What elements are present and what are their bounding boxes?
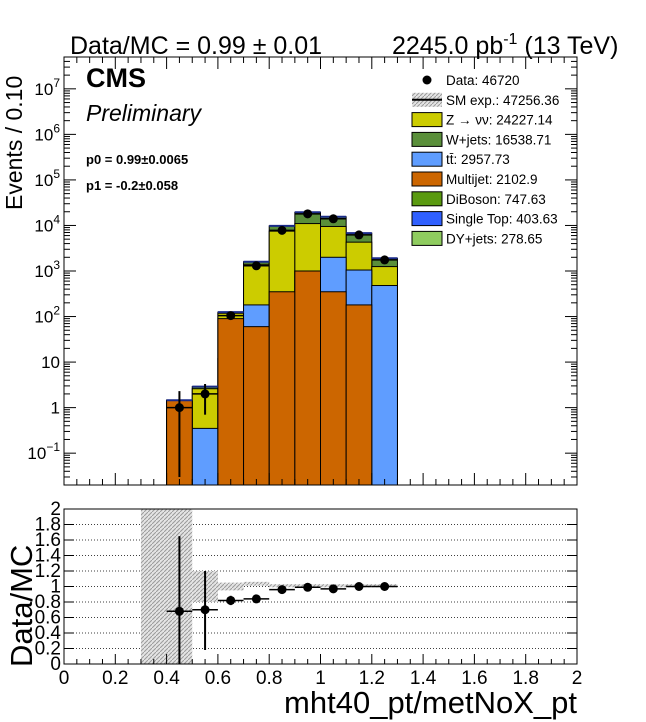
y-tick-label: 106 bbox=[34, 121, 60, 144]
ratio-point bbox=[328, 584, 338, 594]
data-point bbox=[380, 255, 390, 265]
legend-label-data: Data: 46720 bbox=[446, 73, 520, 88]
lumi-energy: (13 TeV) bbox=[517, 32, 618, 60]
bar-multijet bbox=[268, 291, 296, 486]
data-mc-ratio-header: Data/MC = 0.99 ± 0.01 bbox=[70, 32, 322, 60]
ratio-point bbox=[200, 605, 210, 615]
x-tick-label: 1.6 bbox=[461, 668, 487, 689]
x-tick-label: 2 bbox=[572, 668, 583, 689]
data-point bbox=[328, 214, 338, 224]
ratio-y-tick-label: 0.2 bbox=[35, 639, 61, 660]
data-point bbox=[277, 225, 287, 235]
x-tick-label: 1 bbox=[315, 668, 326, 689]
ratio-point bbox=[354, 582, 364, 591]
x-tick-label: 1.8 bbox=[512, 668, 538, 689]
ratio-y-tick-label: 1.4 bbox=[35, 546, 62, 567]
y-tick-label: 104 bbox=[34, 212, 60, 235]
bar-ttbar bbox=[371, 285, 398, 486]
x-tick-label: 1.2 bbox=[359, 668, 385, 689]
ratio-y-tick-label: 2 bbox=[50, 499, 61, 520]
ratio-point bbox=[380, 582, 390, 591]
x-tick-label: 0.8 bbox=[256, 668, 282, 689]
y-axis-title: Events / 0.10 bbox=[1, 76, 27, 210]
bar-multijet bbox=[217, 318, 245, 486]
bar-multijet bbox=[243, 326, 270, 486]
data-point bbox=[174, 403, 184, 413]
ratio-points bbox=[166, 536, 398, 664]
ratio-unc-band bbox=[217, 582, 244, 591]
legend-swatch-znunu bbox=[411, 112, 443, 128]
ratio-y-tick-label: 1.8 bbox=[35, 515, 61, 536]
ratio-point bbox=[226, 595, 236, 605]
data-point bbox=[354, 230, 364, 240]
y-tick-label: 1 bbox=[51, 399, 60, 418]
y-tick-label: 10 bbox=[41, 353, 60, 372]
ratio-unc-band bbox=[140, 509, 193, 664]
legend-label-wjets: W+jets: 16538.71 bbox=[446, 132, 551, 147]
ratio-unc-band bbox=[243, 581, 270, 586]
legend-label-ttbar: tt̄: 2957.73 bbox=[446, 152, 510, 167]
x-axis-title: mht40_pt/metNoX_pt bbox=[284, 685, 577, 720]
bar-multijet bbox=[345, 304, 373, 486]
bar-multijet bbox=[294, 270, 322, 486]
stacked-histogram bbox=[166, 211, 398, 486]
ratio-y-tick-label: 1.6 bbox=[35, 530, 61, 551]
bar-multijet bbox=[320, 291, 347, 486]
lumi-header: 2245.0 pb-1 (13 TeV) bbox=[392, 31, 618, 60]
legend-swatch-dyjets bbox=[411, 230, 443, 246]
bar-ttbar bbox=[191, 427, 219, 486]
y-tick-label: 102 bbox=[34, 304, 60, 327]
legend-swatch-multijet bbox=[411, 171, 443, 187]
p1-label: p1 = -0.2±0.058 bbox=[86, 178, 178, 193]
lumi-exponent: -1 bbox=[503, 31, 517, 48]
x-tick-label: 1.4 bbox=[410, 668, 437, 689]
x-tick-label: 0.2 bbox=[102, 668, 128, 689]
legend-label-smexp: SM exp.: 47256.36 bbox=[446, 93, 559, 108]
ratio-point bbox=[251, 594, 261, 604]
legend-swatch-ttbar bbox=[411, 151, 443, 167]
x-tick-label: 0.6 bbox=[205, 668, 231, 689]
legend-marker-data bbox=[422, 75, 432, 85]
ratio-y-tick-label: 0.6 bbox=[35, 608, 61, 629]
x-tick-label: 0 bbox=[59, 668, 70, 689]
legend-swatch-singletop bbox=[411, 211, 443, 227]
x-tick-label: 0.4 bbox=[153, 668, 180, 689]
ratio-y-tick-label: 0.4 bbox=[35, 623, 62, 644]
y-tick-label: 10−1 bbox=[27, 440, 60, 463]
lumi-value: 2245.0 pb bbox=[392, 32, 503, 60]
legend-label-dyjets: DY+jets: 278.65 bbox=[446, 231, 542, 246]
y-tick-label: 103 bbox=[34, 258, 60, 281]
legend-label-diboson: DiBoson: 747.63 bbox=[446, 192, 546, 207]
legend-label-multijet: Multijet: 2102.9 bbox=[446, 172, 538, 187]
data-point bbox=[303, 209, 313, 219]
y-tick-label: 107 bbox=[34, 76, 60, 99]
ratio-point bbox=[303, 582, 313, 592]
p0-label: p0 = 0.99±0.0065 bbox=[86, 152, 188, 167]
data-point bbox=[251, 261, 261, 271]
ratio-y-tick-label: 1 bbox=[50, 577, 61, 598]
ratio-y-title: Data/MC bbox=[4, 545, 39, 667]
legend-label-znunu: Z → νν: 24227.14 bbox=[446, 113, 553, 128]
main-axes: 10−1 1 10 102 103 104 105 106 107 bbox=[27, 56, 578, 486]
cms-label: CMS bbox=[86, 63, 146, 93]
legend-label-singletop: Single Top: 403.63 bbox=[446, 212, 558, 227]
data-points bbox=[166, 209, 398, 477]
legend-swatch-diboson bbox=[411, 191, 443, 207]
preliminary-label: Preliminary bbox=[86, 100, 203, 126]
legend-swatch-wjets bbox=[411, 131, 443, 147]
ratio-y-tick-label: 0 bbox=[50, 654, 61, 675]
ratio-point bbox=[174, 606, 184, 616]
legend: Data: 46720 SM exp.: 47256.36 Z → νν: 2422… bbox=[411, 73, 559, 246]
ratio-point bbox=[277, 585, 287, 595]
ratio-y-tick-label: 0.8 bbox=[35, 592, 61, 613]
data-point bbox=[200, 389, 210, 399]
ratio-y-tick-label: 1.2 bbox=[35, 561, 61, 582]
data-point bbox=[226, 311, 236, 321]
y-tick-label: 105 bbox=[34, 167, 60, 190]
ratio-axes: 00.20.40.60.811.21.41.61.820 0.2 0.4 0.6 0.8… bbox=[35, 499, 583, 689]
